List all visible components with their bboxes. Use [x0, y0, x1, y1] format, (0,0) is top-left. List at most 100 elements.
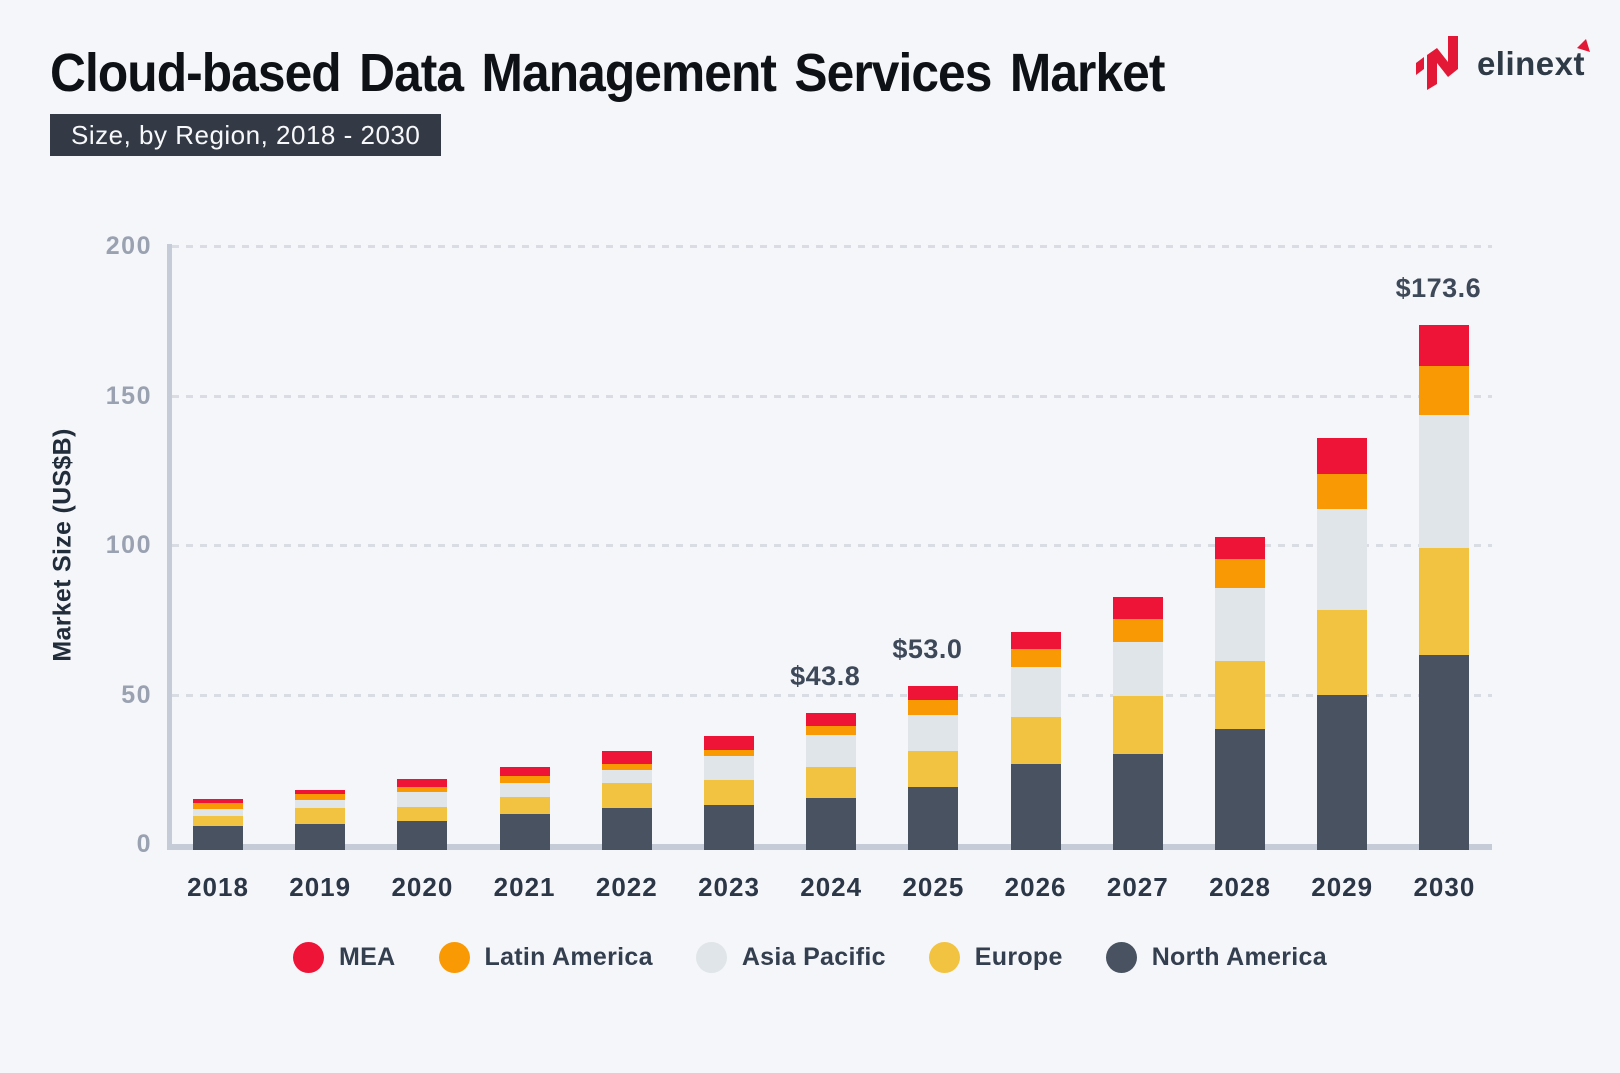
legend-item-latin-america: Latin America: [438, 942, 653, 973]
legend-label-asia-pacific: Asia Pacific: [741, 943, 886, 971]
bar-segment-2025-latin-america: [908, 699, 959, 716]
bar-segment-2018-latin-america: [193, 803, 243, 809]
bar-segment-2029-latin-america: [1317, 474, 1368, 509]
y-tick-label-0: 0: [136, 830, 152, 858]
bar-segment-2020-north-america: [397, 820, 448, 850]
bar-segment-2023-mea: [704, 735, 754, 750]
x-tick-label-2018: 2018: [187, 872, 249, 902]
bar-segment-2028-europe: [1215, 661, 1265, 730]
value-label-2024: $43.8: [790, 661, 861, 692]
gridline-150: [172, 394, 1492, 398]
y-tick-label-150: 150: [105, 381, 152, 410]
up-right-arrow-icon: [1577, 38, 1590, 52]
bar-column-2024: [806, 713, 857, 850]
bar-segment-2022-mea: [601, 751, 652, 764]
bar-segment-2020-europe: [397, 806, 448, 821]
bar-segment-2025-mea: [908, 685, 959, 700]
bar-segment-2026-europe: [1010, 716, 1061, 764]
subtitle-badge: Size, by Region, 2018 - 2030: [50, 114, 442, 156]
x-tick-label-2025: 2025: [902, 872, 965, 902]
bar-segment-2022-europe: [601, 783, 652, 809]
bar-segment-2030-asia-pacific: [1419, 415, 1470, 548]
x-tick-label-2029: 2029: [1311, 872, 1374, 902]
bar-segment-2023-asia-pacific: [704, 755, 754, 781]
bar-segment-2025-asia-pacific: [908, 715, 959, 751]
bar-segment-2029-mea: [1317, 437, 1368, 475]
bar-segment-2022-asia-pacific: [601, 769, 652, 784]
x-tick-label-2022: 2022: [595, 872, 658, 902]
bar-segment-2024-latin-america: [806, 725, 857, 735]
bar-column-2028: [1215, 536, 1265, 850]
bar-segment-2024-asia-pacific: [806, 734, 857, 767]
x-tick-label-2020: 2020: [391, 872, 454, 902]
bar-column-2022: [601, 751, 652, 850]
bar-segment-2024-mea: [806, 713, 857, 726]
legend-swatch-latin-america: [438, 942, 470, 973]
bar-segment-2021-asia-pacific: [499, 783, 550, 798]
bar-segment-2018-north-america: [193, 826, 243, 850]
y-axis-line: [167, 244, 172, 850]
x-tick-label-2019: 2019: [289, 872, 352, 902]
bar-segment-2020-asia-pacific: [397, 791, 448, 807]
x-tick-label-2023: 2023: [698, 872, 760, 902]
gridline-200: [172, 245, 1492, 248]
bar-column-2021: [499, 766, 550, 850]
bar-segment-2019-asia-pacific: [295, 800, 346, 809]
bar-segment-2019-europe: [295, 808, 346, 824]
bar-segment-2025-europe: [908, 750, 959, 787]
legend-swatch-north-america: [1105, 942, 1137, 973]
x-tick-label-2027: 2027: [1106, 872, 1169, 902]
bar-segment-2028-north-america: [1215, 729, 1265, 850]
bar-segment-2030-north-america: [1419, 654, 1470, 850]
legend-label-europe: Europe: [974, 943, 1063, 971]
bar-column-2018: [193, 798, 243, 850]
legend-item-north-america: North America: [1105, 942, 1327, 973]
bar-segment-2022-latin-america: [601, 763, 652, 770]
bar-segment-2019-latin-america: [295, 794, 346, 801]
bar-segment-2020-mea: [397, 779, 448, 787]
bar-segment-2028-mea: [1215, 536, 1265, 559]
x-tick-label-2024: 2024: [800, 872, 863, 902]
bar-segment-2026-mea: [1010, 632, 1061, 649]
bar-segment-2028-asia-pacific: [1215, 587, 1265, 661]
value-label-2025: $53.0: [892, 633, 963, 664]
bar-segment-2030-europe: [1419, 547, 1470, 655]
bar-segment-2018-mea: [193, 798, 243, 804]
legend-swatch-asia-pacific: [695, 942, 727, 973]
logo-text: elinext: [1476, 44, 1585, 82]
bar-segment-2030-mea: [1419, 324, 1470, 367]
legend-swatch-mea: [293, 942, 325, 973]
gridline-100: [172, 544, 1492, 547]
bar-segment-2023-europe: [704, 780, 754, 805]
x-tick-label-2026: 2026: [1004, 872, 1067, 902]
bar-column-2026: [1010, 632, 1061, 850]
bar-segment-2026-asia-pacific: [1010, 666, 1061, 717]
legend-label-north-america: North America: [1151, 943, 1327, 971]
bar-segment-2019-north-america: [295, 823, 346, 850]
page-title: Cloud-based Data Management Services Mar…: [50, 43, 1165, 103]
elinext-n-icon: [1415, 36, 1458, 90]
bar-segment-2021-mea: [499, 766, 550, 776]
x-tick-label-2021: 2021: [493, 872, 556, 902]
legend-item-asia-pacific: Asia Pacific: [695, 942, 886, 973]
bar-segment-2022-north-america: [601, 808, 652, 850]
legend-label-latin-america: Latin America: [484, 943, 653, 971]
bar-column-2029: [1317, 437, 1368, 850]
legend-swatch-europe: [928, 942, 960, 973]
legend-label-mea: MEA: [339, 943, 396, 971]
bar-column-2023: [704, 735, 754, 850]
bar-segment-2018-europe: [193, 816, 243, 827]
gridline-50: [172, 693, 1492, 697]
bar-segment-2029-europe: [1317, 610, 1368, 696]
bar-segment-2024-europe: [806, 766, 857, 798]
bar-segment-2028-latin-america: [1215, 558, 1265, 588]
bar-column-2030: [1419, 324, 1470, 850]
brand-logo: elinext: [1415, 36, 1590, 90]
bar-segment-2023-latin-america: [704, 749, 754, 756]
legend: MEA Latin America Asia Pacific Europe North …: [0, 942, 1620, 973]
bar-segment-2019-mea: [295, 789, 346, 795]
bar-segment-2018-asia-pacific: [193, 809, 243, 817]
bar-segment-2020-latin-america: [397, 786, 448, 792]
